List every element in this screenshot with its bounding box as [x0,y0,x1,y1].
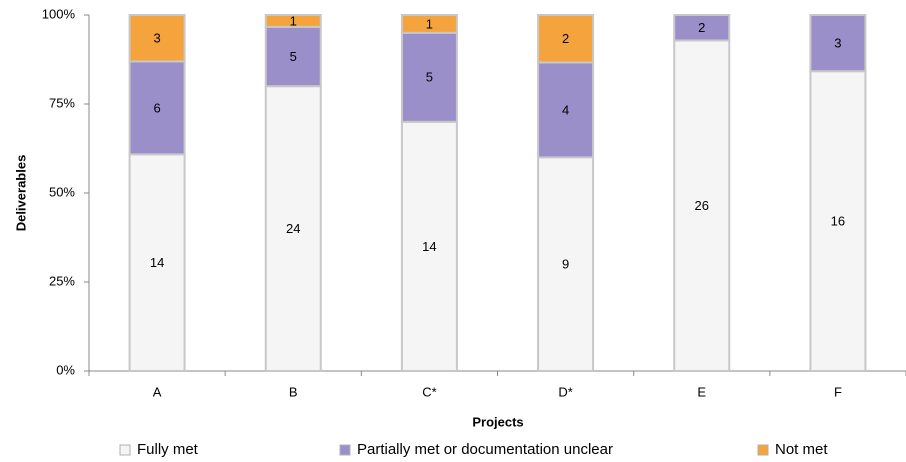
bar-segment [128,60,186,156]
legend-swatch [339,444,351,456]
data-label: 16 [831,214,845,229]
y-tick-label: 50% [49,184,75,199]
bar-segment [400,120,458,372]
data-label: 5 [290,49,297,64]
bar-segment [264,14,322,28]
data-label: 6 [153,100,160,115]
y-tick-label: 0% [56,362,75,377]
data-label: 1 [426,16,433,31]
x-tick-label: C* [422,384,436,399]
x-tick-label: A [153,384,162,399]
data-label: 3 [153,31,160,46]
x-tick-label: B [289,384,298,399]
data-label: 2 [562,31,569,46]
y-tick-label: 75% [49,95,75,110]
y-tick-label: 25% [49,273,75,288]
legend-label: Fully met [137,441,199,458]
x-axis-title: Projects [472,414,523,429]
bar-segment [537,156,595,372]
data-label: 1 [290,13,297,28]
legend-swatch [757,444,769,456]
x-tick-label: F [834,384,842,399]
bar-segment [128,153,186,372]
x-tick-label: E [697,384,706,399]
bar-segment [809,70,867,372]
legend-label: Partially met or documentation unclear [357,441,613,458]
data-label: 14 [422,239,436,254]
bar-segment [128,14,186,63]
x-tick-label: D* [558,384,572,399]
data-label: 26 [695,198,709,213]
legend-swatch [119,444,131,456]
data-label: 24 [286,221,300,236]
data-label: 14 [150,255,164,270]
data-label: 4 [562,102,569,117]
bar-segment [673,14,731,42]
data-label: 3 [834,36,841,51]
data-label: 5 [426,70,433,85]
bar-segment [809,14,867,73]
y-axis-title: Deliverables [13,155,28,232]
bar-segment [264,25,322,88]
legend-label: Not met [775,441,828,458]
bar-segment [264,85,322,372]
y-tick-label: 100% [42,6,76,21]
bar-segment [400,14,458,34]
data-label: 9 [562,257,569,272]
bar-segment [537,14,595,64]
data-label: 2 [698,20,705,35]
